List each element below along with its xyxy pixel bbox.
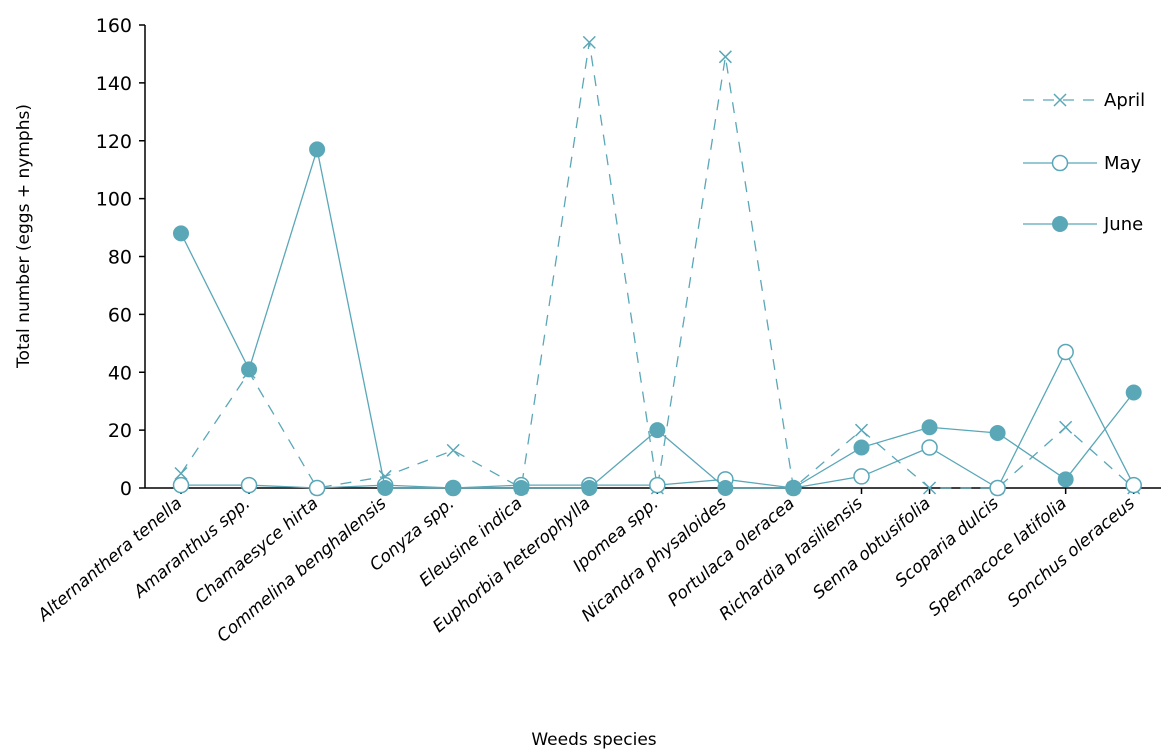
y-ticks: 0 20 40 60 80 100 120 140 160 (96, 15, 145, 500)
series-may-point (853, 468, 870, 485)
series-april-point (854, 423, 869, 437)
y-tick-label: 80 (108, 247, 132, 269)
series-may-point (172, 476, 190, 494)
y-tick-label: 120 (96, 131, 132, 153)
x-tick-label: Sonchus oleraceus (1004, 493, 1139, 611)
series-april-point (923, 481, 937, 495)
legend-item-may: May (1023, 153, 1142, 174)
y-tick-label: 140 (96, 73, 132, 95)
legend-item-june: June (1023, 214, 1143, 235)
series-june-point (241, 361, 258, 378)
series-june-point (649, 422, 666, 439)
series-june-point (377, 480, 394, 496)
series-may-point (1125, 476, 1142, 494)
series-june-point (445, 480, 462, 496)
y-axis-title: Total number (eggs + nymphs) (14, 104, 34, 369)
series-april-point (718, 50, 732, 64)
series-june-point (581, 480, 598, 496)
legend-label-may: May (1104, 153, 1142, 174)
legend: April May June (1023, 90, 1145, 235)
series-june-point (989, 425, 1006, 442)
x-tick-label: Amaranthus spp. (129, 494, 254, 603)
x-tick-label: Chamaesyce hirta (191, 494, 322, 608)
series-april-line (180, 42, 1135, 490)
series-layer (172, 35, 1142, 497)
series-june-point (1057, 471, 1074, 488)
y-tick-label: 40 (108, 362, 132, 384)
series-june-point (513, 480, 530, 496)
series-may-line (181, 350, 1135, 489)
axes (144, 25, 1161, 489)
legend-marker-may (1051, 154, 1069, 172)
legend-item-april: April (1023, 90, 1145, 111)
x-tick-label: Senna obtusifolia (809, 494, 935, 604)
series-april-point (446, 443, 460, 457)
y-tick-label: 0 (120, 478, 132, 500)
series-april-point (1059, 420, 1073, 434)
series-may-point (240, 476, 258, 494)
series-april-point (174, 467, 188, 481)
y-tick-label: 100 (96, 189, 132, 211)
series-may (172, 343, 1142, 497)
legend-marker-june (1052, 216, 1068, 232)
series-june-point (173, 225, 189, 242)
series-may-point (921, 439, 938, 456)
series-june-point (309, 141, 326, 158)
legend-marker-april (1053, 93, 1067, 107)
y-tick-label: 60 (108, 304, 132, 326)
series-june-point (1125, 384, 1142, 401)
series-june-point (921, 419, 938, 436)
y-tick-label: 20 (108, 420, 132, 442)
series-may-point (308, 479, 326, 497)
legend-label-april: April (1104, 90, 1145, 111)
series-may-point (649, 476, 666, 494)
legend-label-june: June (1103, 214, 1143, 235)
series-june-point (717, 480, 734, 496)
x-tick-label: Portulaca oleracea (664, 494, 798, 611)
series-june-point (853, 439, 870, 456)
y-tick-label: 160 (96, 15, 132, 37)
series-april-point (582, 35, 596, 49)
x-axis-title: Weeds species (531, 730, 656, 750)
series-june-point (785, 480, 802, 496)
series-june (173, 141, 1142, 496)
series-may-point (1057, 343, 1074, 361)
series-may-point (989, 479, 1006, 497)
